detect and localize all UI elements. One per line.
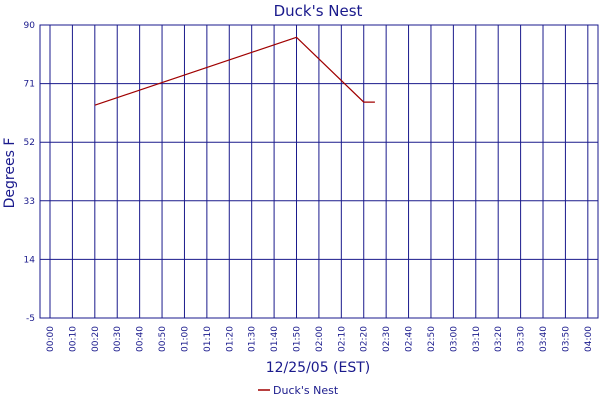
- x-tick-label: 00:50: [158, 326, 168, 352]
- x-tick-label: 01:00: [180, 326, 190, 352]
- x-tick-label: 03:50: [561, 326, 571, 352]
- x-tick-label: 02:00: [315, 326, 325, 352]
- y-tick-label: 33: [24, 197, 35, 207]
- x-tick-label: 03:20: [494, 326, 504, 352]
- y-tick-label: 52: [24, 138, 35, 148]
- y-tick-label: -5: [26, 314, 35, 324]
- y-tick-label: 71: [24, 80, 35, 90]
- y-tick-label: 90: [24, 21, 36, 31]
- x-tick-label: 01:40: [270, 326, 280, 352]
- x-tick-label: 02:10: [337, 326, 347, 352]
- x-tick-label: 03:00: [449, 326, 459, 352]
- x-tick-label: 04:00: [584, 326, 594, 352]
- x-tick-labels: 00:00 00:10 00:20 00:30 00:40 00:50 01:00 01:10…: [46, 326, 594, 352]
- series-layer: [94, 36, 375, 106]
- x-tick-label: 00:10: [68, 326, 78, 352]
- x-tick-label: 00:00: [46, 326, 56, 352]
- legend: Duck's Nest: [258, 384, 339, 397]
- x-tick-label: 03:40: [539, 326, 549, 352]
- chart-title: Duck's Nest: [274, 2, 363, 20]
- y-tick-label: 14: [24, 255, 36, 265]
- legend-label: Duck's Nest: [273, 384, 339, 397]
- x-tick-label: 01:50: [293, 326, 303, 352]
- x-tick-label: 01:30: [248, 326, 258, 352]
- x-tick-label: 03:30: [517, 326, 527, 352]
- x-tick-label: 00:40: [136, 326, 146, 352]
- x-tick-label: 00:30: [113, 326, 123, 352]
- x-tick-label: 01:20: [225, 326, 235, 352]
- series-line: [94, 36, 375, 106]
- chart-grid: [39, 24, 599, 319]
- x-tick-label: 02:40: [405, 326, 415, 352]
- x-tick-label: 02:50: [427, 326, 437, 352]
- x-tick-label: 01:10: [203, 326, 213, 352]
- x-tick-label: 02:20: [360, 326, 370, 352]
- x-tick-label: 03:10: [472, 326, 482, 352]
- x-tick-label: 02:30: [382, 326, 392, 352]
- x-axis-label: 12/25/05 (EST): [266, 360, 371, 376]
- x-tick-label: 00:20: [91, 326, 101, 352]
- y-axis-label: Degrees F: [2, 138, 18, 209]
- y-tick-labels: 90 71 52 33 14 -5: [24, 21, 36, 324]
